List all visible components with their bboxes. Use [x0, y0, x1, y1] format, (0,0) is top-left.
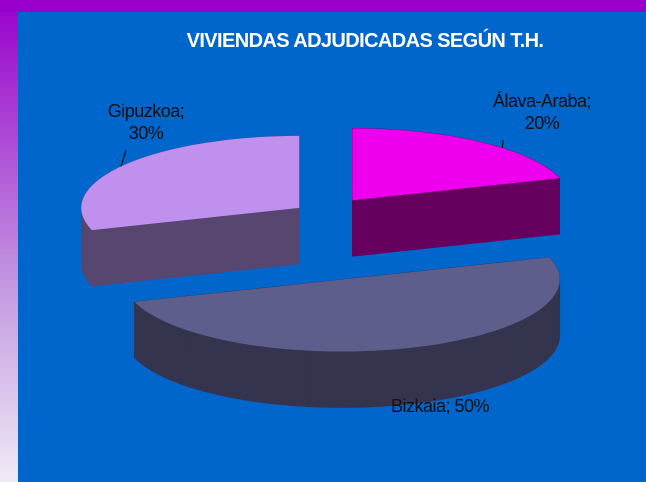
- top-band: [0, 0, 646, 12]
- slice-side: [341, 351, 354, 408]
- slice-side: [535, 308, 542, 369]
- slice-side: [274, 347, 286, 406]
- slice-side: [222, 339, 234, 399]
- slice-side: [89, 227, 93, 287]
- slice-side: [263, 346, 275, 405]
- slice-side: [524, 315, 531, 376]
- slice-side: [179, 327, 188, 387]
- slice-side: [540, 304, 546, 366]
- slice-side: [134, 301, 139, 363]
- slice-side: [318, 350, 331, 408]
- slice-side: [147, 311, 154, 373]
- slice-side: [487, 330, 497, 390]
- slice-top: [352, 128, 560, 201]
- slice-side: [137, 304, 143, 366]
- slice-side: [510, 321, 519, 382]
- slice-side: [285, 348, 297, 407]
- slice-side: [544, 301, 550, 363]
- chart-title: VIVIENDAS ADJUDICADAS SEGÚN T.H.: [186, 30, 544, 52]
- slice-side: [460, 337, 471, 397]
- slice-side: [142, 308, 148, 369]
- slice-side: [252, 344, 264, 404]
- slice-side: [330, 351, 343, 408]
- slice-side: [517, 318, 525, 379]
- slice-side: [187, 330, 197, 390]
- pie-slice: [80, 135, 300, 287]
- slice-side: [552, 293, 556, 356]
- slice-side: [469, 335, 480, 395]
- data-label: Bizkaia; 50%: [390, 396, 490, 416]
- slice-top: [134, 257, 560, 352]
- slice-side: [450, 339, 461, 399]
- slice-side: [554, 289, 558, 352]
- slice-side: [172, 324, 181, 385]
- slice-side: [495, 327, 505, 387]
- slice-top: [81, 135, 300, 231]
- slice-side: [478, 332, 488, 392]
- slice-side: [232, 341, 244, 401]
- slice-side: [204, 335, 214, 395]
- slice-side: [430, 343, 442, 402]
- pie-slice: [134, 256, 561, 408]
- slice-side: [548, 297, 553, 359]
- data-label: Gipuzkoa; 30%: [107, 101, 185, 143]
- slice-side: [158, 318, 166, 379]
- slice-side: [530, 311, 537, 373]
- slice-side: [296, 349, 308, 407]
- slice-side: [503, 324, 512, 385]
- slice-side: [242, 343, 254, 402]
- slice-side: [213, 337, 224, 397]
- slice-side: [375, 349, 388, 407]
- data-label: Álava-Araba; 20%: [492, 91, 592, 133]
- slice-side: [307, 350, 320, 408]
- slice-side: [152, 315, 160, 376]
- slice-side: [440, 341, 452, 401]
- slice-side: [352, 350, 365, 408]
- slice-side: [364, 350, 377, 408]
- slice-side: [195, 332, 205, 392]
- pie-slice: [352, 128, 560, 257]
- slice-side: [165, 321, 173, 382]
